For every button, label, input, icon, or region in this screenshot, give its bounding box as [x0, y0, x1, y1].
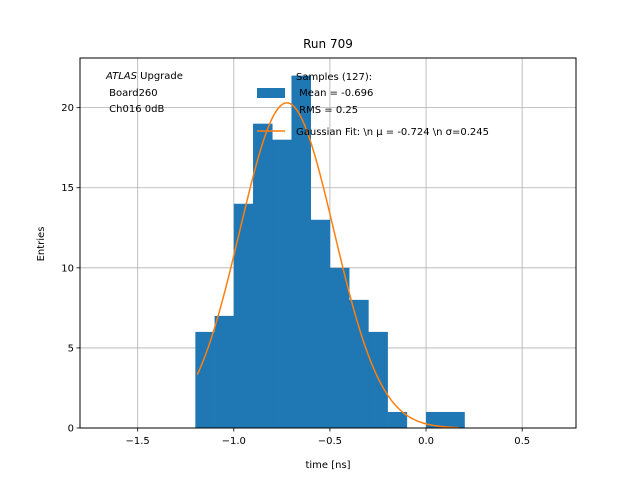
fit-curve: [196, 102, 459, 429]
legend: Samples (127): Mean = -0.696 RMS = 0.25 …: [257, 72, 489, 138]
chart-title: Run 709: [303, 37, 353, 51]
y-tick-label: 5: [68, 343, 74, 354]
histogram-bar: [445, 411, 465, 428]
histogram-bar: [310, 219, 331, 428]
histogram-bar: [195, 331, 215, 428]
histogram-bar: [387, 411, 408, 428]
legend-samples-line-1: Samples (127):: [296, 72, 372, 83]
x-tick-label: −1.5: [126, 436, 150, 447]
y-tick-label: 0: [68, 424, 74, 435]
atlas-annotation: ATLAS Upgrade Board260 Ch016 0dB: [105, 71, 183, 115]
y-tick-label: 15: [61, 183, 74, 194]
histogram-bar: [291, 75, 311, 428]
x-tick-label: 0.0: [418, 436, 434, 447]
annotation-line-1: ATLAS Upgrade: [105, 71, 183, 82]
gaussian-fit: [196, 102, 459, 429]
y-tick-label: 20: [61, 103, 74, 114]
legend-fit-label: Gaussian Fit: \n μ = -0.724 \n σ=0.245: [296, 127, 489, 138]
legend-samples-line-2: Mean = -0.696: [296, 88, 373, 99]
x-axis-ticks: −1.5 −1.0 −0.5 0.0 0.5: [126, 428, 530, 447]
y-tick-label: 10: [61, 263, 74, 274]
x-tick-label: −1.0: [222, 436, 246, 447]
annotation-line-3: Ch016 0dB: [106, 104, 164, 115]
legend-samples-line-3: RMS = 0.25: [296, 105, 358, 116]
plot-frame: [79, 57, 577, 429]
histogram-bar: [272, 139, 292, 429]
histogram-bar: [214, 315, 235, 428]
legend-samples-swatch: [257, 88, 285, 98]
x-tick-label: 0.5: [514, 436, 530, 447]
histogram-bar: [349, 299, 369, 428]
annotation-atlas: ATLAS: [105, 71, 138, 82]
histogram-bar: [233, 203, 254, 428]
histogram-bar: [426, 411, 446, 428]
histogram-bar: [253, 123, 273, 429]
x-axis-label: time [ns]: [305, 460, 350, 471]
y-axis-ticks: 0 5 10 15 20: [61, 103, 80, 435]
x-tick-label: −0.5: [318, 436, 342, 447]
annotation-line-2: Board260: [106, 88, 158, 99]
histogram-bars: [195, 75, 465, 429]
histogram-bar: [329, 267, 350, 428]
annotation-upgrade: Upgrade: [137, 71, 183, 82]
y-axis-label: Entries: [36, 227, 47, 262]
